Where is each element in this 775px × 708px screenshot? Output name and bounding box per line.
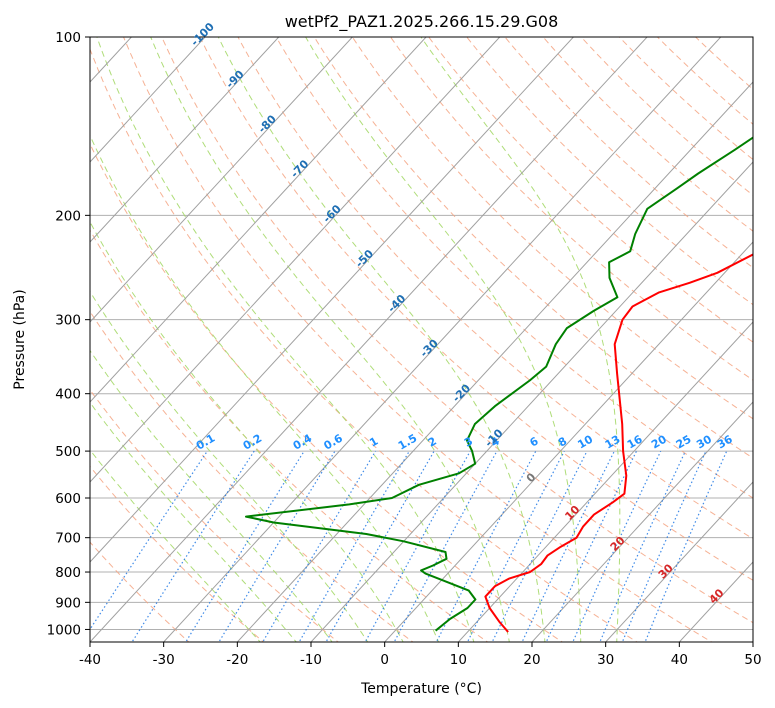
isotherm: [90, 37, 648, 642]
moist-adiabat: [305, 37, 582, 642]
dry-adiabat: [199, 37, 753, 581]
chart-title: wetPf2_PAZ1.2025.266.15.29.G08: [285, 12, 559, 32]
dewpoint-profile-line: [245, 136, 753, 632]
plot-area: [90, 37, 753, 642]
dry-adiabat: [90, 47, 638, 642]
dry-adiabat: [90, 389, 340, 642]
x-tick-label: 20: [523, 652, 540, 668]
dry-adiabat: [389, 37, 753, 381]
isotherm: [457, 321, 753, 642]
isotherm: [383, 241, 753, 642]
y-tick-label: 400: [55, 387, 81, 403]
mixing-ratio-line: [131, 450, 255, 642]
mixing-ratio-line: [545, 450, 638, 642]
x-tick-label: 0: [380, 652, 389, 668]
moist-adiabat: [96, 37, 475, 642]
y-tick-label: 700: [55, 531, 81, 547]
isotherm: [531, 401, 753, 642]
mixing-ratio-line: [90, 450, 208, 631]
x-tick-label: -40: [79, 652, 101, 668]
dry-adiabat: [90, 465, 265, 642]
y-tick-label: 800: [55, 565, 81, 581]
x-tick-label: 10: [450, 652, 467, 668]
x-axis: -40 -30 -20 -10 0 10 20 30 40 50: [79, 642, 762, 668]
moist-adiabat: [90, 221, 404, 642]
x-tick-label: 50: [744, 652, 761, 668]
dry-adiabat: [90, 229, 489, 642]
isotherm: [90, 37, 354, 323]
plot-frame: [89, 36, 754, 643]
dry-adiabat: [504, 37, 753, 269]
isotherm: [90, 37, 280, 243]
moist-adiabat: [217, 37, 546, 642]
y-tick-label: 500: [55, 444, 81, 460]
y-tick-label: 300: [55, 313, 81, 329]
mixing-ratio-line: [572, 450, 662, 642]
y-axis: 100 200 300 400 500 600 700 800 900 1000: [47, 30, 90, 638]
mixing-ratio-line: [218, 450, 336, 642]
mixing-ratio-line: [644, 450, 728, 642]
dry-adiabat: [90, 142, 564, 642]
isotherm: [90, 37, 427, 403]
isotherm: [90, 37, 501, 483]
y-tick-label: 100: [55, 30, 81, 46]
mixing-ratio-line: [466, 450, 565, 642]
x-axis-title: Temperature (°C): [360, 681, 482, 697]
x-tick-label: -20: [226, 652, 248, 668]
y-tick-label: 200: [55, 208, 81, 224]
dry-adiabat: [466, 37, 753, 306]
mixing-ratio-line: [262, 450, 377, 642]
x-tick-label: -10: [300, 652, 322, 668]
moist-adiabat: [150, 37, 510, 642]
y-tick-label: 1000: [47, 622, 81, 638]
x-tick-label: 30: [597, 652, 614, 668]
isotherm: [90, 37, 575, 563]
mixing-ratio-line: [185, 450, 305, 642]
isotherm: [236, 81, 753, 642]
x-tick-label: 40: [671, 652, 688, 668]
moist-adiabat: [420, 37, 621, 642]
moist-adiabat: [90, 349, 333, 642]
moist-adiabat: [90, 290, 369, 642]
y-tick-label: 600: [55, 491, 81, 507]
mixing-ratio-line: [298, 450, 410, 642]
y-axis-title: Pressure (hPa): [12, 289, 28, 389]
dry-adiabat: [656, 37, 753, 125]
y-tick-label: 900: [55, 595, 81, 611]
dry-adiabat: [428, 37, 753, 343]
isotherm: [162, 37, 722, 642]
temperature-profile-line: [484, 253, 753, 633]
moist-adiabat: [90, 134, 440, 642]
isotherm: [310, 161, 753, 642]
dry-adiabat: [237, 37, 753, 540]
dry-adiabat: [351, 37, 753, 420]
x-tick-label: -30: [153, 652, 175, 668]
dry-adiabat: [313, 37, 753, 459]
moist-adiabat: [90, 401, 297, 642]
mixing-ratio-line: [435, 450, 537, 642]
isotherm: [604, 481, 753, 642]
isotherm: [90, 37, 206, 163]
